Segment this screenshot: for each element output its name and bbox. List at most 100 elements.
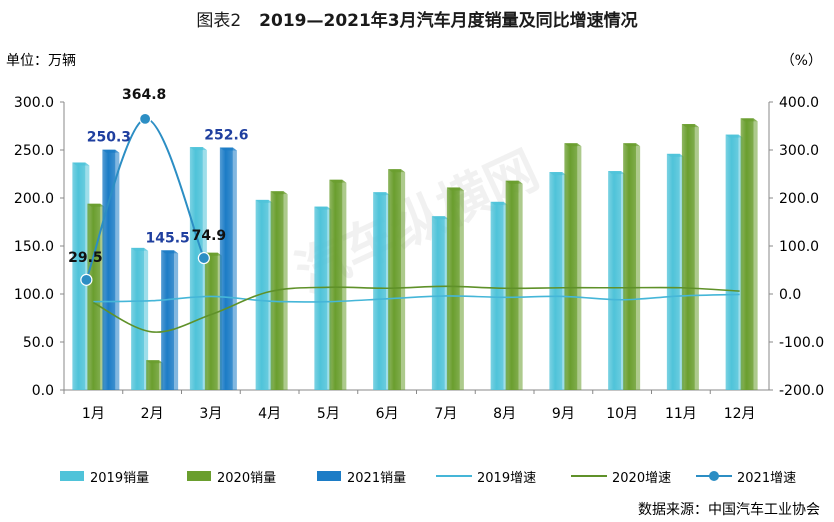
marker-2021增速 [197,251,210,265]
bar-2020销量 [329,179,343,390]
bar-top-2019销量 [608,171,626,175]
bar-top-2020销量 [388,169,406,173]
bar-side-2021销量 [232,150,237,390]
right-axis-unit: （%） [780,53,822,69]
left-tick-label: 150.0 [14,239,54,255]
legend-label: 2019销量 [90,470,150,486]
x-tick-label: 10月 [606,406,638,422]
bar-2020销量 [204,252,218,390]
legend-item: 2021增速 [695,465,796,487]
marker-2021增速 [139,112,152,125]
bar-top-2020销量 [505,180,523,184]
data-label-2021-growth: 364.8 [122,87,166,103]
bar-side-2020销量 [636,146,641,390]
x-tick-label: 12月 [724,406,756,422]
bar-top-2019销量 [431,216,449,220]
bar-2020销量 [564,143,578,390]
bar-top-2019销量 [373,192,391,196]
line-2020增速 [93,285,740,333]
bar-top-2019销量 [189,147,207,151]
bar-2019销量 [314,206,328,390]
right-tick-label: 100.0 [779,239,819,255]
data-label-2021-sales: 145.5 [145,230,189,246]
legend-label: 2021增速 [737,470,797,486]
bar-side-2020销量 [401,172,406,390]
bar-top-2019销量 [314,206,332,210]
bar-top-2020销量 [623,143,641,147]
right-tick-label: 200.0 [779,191,819,207]
bar-top-2019销量 [725,134,743,138]
data-label-2021-growth: 74.9 [192,228,227,244]
chart-title: 图表2 2019—2021年3月汽车月度销量及同比增速情况 [0,6,834,31]
bar-2019销量 [72,162,86,390]
left-tick-label: 50.0 [23,335,54,351]
bar-2021销量 [219,147,233,390]
legend-label: 2020销量 [217,470,277,486]
legend-label: 2019增速 [477,470,537,486]
chart-legend: 2019销量 2020销量 2021销量 2019增速 2020增速 2021增速 [40,465,800,487]
x-tick-label: 1月 [82,406,105,422]
legend-swatch [436,475,472,477]
left-tick-label: 100.0 [14,287,54,303]
x-tick-label: 11月 [665,406,697,422]
bar-top-2019销量 [549,172,567,176]
bar-side-2020销量 [283,194,288,390]
right-tick-label: -200.0 [779,383,824,399]
legend-item: 2020销量 [185,465,276,487]
right-tick-label: 400.0 [779,95,819,111]
right-tick-label: 300.0 [779,143,819,159]
x-tick-label: 9月 [552,406,575,422]
bar-2020销量 [681,124,695,390]
left-tick-label: 250.0 [14,143,54,159]
legend-label: 2021销量 [347,470,407,486]
bar-side-2019销量 [144,250,149,390]
legend-item: 2021销量 [315,465,406,487]
chart-plot: 0.0 50.0 100.0 150.0 200.0 250.0 300.0 -200.0 -1… [14,87,824,422]
bar-side-2020销量 [518,183,523,390]
x-tick-label: 8月 [493,406,516,422]
line-2019增速 [93,293,740,303]
data-source: 数据来源：中国汽车工业协会 [638,502,820,518]
bar-2019销量 [373,192,387,390]
bar-top-2020销量 [681,124,699,128]
bar-2019销量 [131,247,145,390]
right-tick-label: -100.0 [779,335,824,351]
bar-2020销量 [740,118,754,390]
bar-2019销量 [725,134,739,390]
bar-side-2020销量 [694,127,699,390]
bar-2020销量 [446,187,460,390]
data-label-2021-sales: 250.3 [87,130,131,146]
bar-top-2020销量 [270,191,288,195]
legend-swatch [317,471,341,481]
x-tick-label: 5月 [317,406,340,422]
legend-item: 2019增速 [435,465,536,487]
bar-top-2019销量 [255,199,273,203]
figure-number: 图表2 [196,11,242,31]
bar-2020销量 [146,360,160,390]
bar-top-2019销量 [666,153,684,157]
bar-2020销量 [505,180,519,390]
left-tick-label: 0.0 [32,383,54,399]
bar-top-2020销量 [87,203,105,207]
bar-top-2020销量 [146,360,164,364]
bar-side-2020销量 [577,146,582,390]
left-axis-unit: 单位：万辆 [6,53,76,69]
bar-2020销量 [388,169,402,390]
legend-swatch [60,471,84,481]
legend-swatch [571,475,607,477]
bar-2019销量 [490,201,504,390]
bar-side-2021销量 [174,253,179,390]
data-label-2021-sales: 252.6 [204,128,248,144]
chart-title-text: 2019—2021年3月汽车月度销量及同比增速情况 [259,11,638,31]
bar-top-2021销量 [219,147,237,151]
bar-top-2020销量 [446,187,464,191]
bar-2019销量 [431,216,445,390]
bar-top-2020销量 [564,143,582,147]
right-tick-label: 0.0 [779,287,801,303]
bar-top-2019销量 [72,162,90,166]
marker-2021增速 [80,273,93,286]
x-tick-label: 6月 [376,406,399,422]
left-tick-label: 300.0 [14,95,54,111]
x-tick-label: 3月 [199,406,222,422]
